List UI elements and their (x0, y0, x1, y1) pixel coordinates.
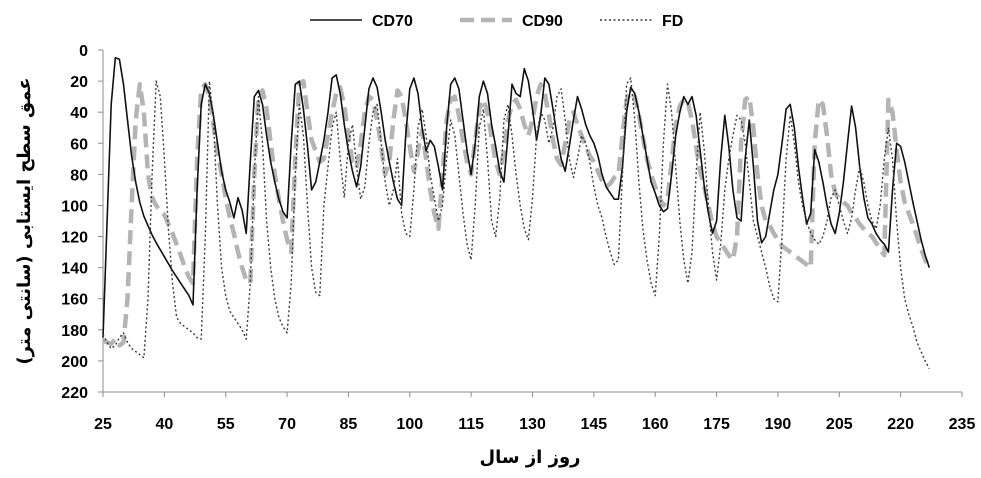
y-tick-label: 180 (61, 323, 88, 340)
x-tick-label: 235 (949, 416, 976, 433)
series-line-cd70 (102, 56, 931, 338)
y-tick-label: 160 (61, 292, 88, 309)
y-tick-label: 100 (61, 198, 88, 215)
x-axis-title: روز از سال (479, 447, 580, 468)
x-tick-label: 145 (581, 416, 608, 433)
y-axis-title: عمق سطح ایستابی (سانتی متر) (14, 77, 35, 364)
y-tick-label: 140 (61, 261, 88, 278)
x-tick-label: 40 (155, 416, 173, 433)
legend: CD70 CD90 FD (310, 13, 683, 30)
axes: 0 20 40 60 80 100 120 140 160 180 200 220 25 40 55 70 85… (61, 43, 975, 433)
y-tick-label: 0 (79, 43, 88, 60)
series-line-cd90 (102, 78, 932, 348)
legend-item-fd: FD (600, 13, 683, 30)
y-tick-label: 60 (70, 136, 88, 153)
legend-item-cd70: CD70 (310, 13, 413, 30)
x-tick-label: 55 (217, 416, 235, 433)
x-tick-label: 220 (887, 416, 914, 433)
x-tick-label: 190 (765, 416, 792, 433)
y-tick-label: 220 (61, 385, 88, 402)
y-tick-label: 40 (70, 105, 88, 122)
x-tick-label: 175 (703, 416, 730, 433)
y-tick-label: 80 (70, 167, 88, 184)
legend-label-cd70: CD70 (372, 13, 413, 30)
x-tick-label: 25 (94, 416, 112, 433)
x-tick-label: 205 (826, 416, 853, 433)
x-tick-label: 115 (458, 416, 484, 433)
y-tick-label: 20 (70, 74, 88, 91)
x-tick-label: 85 (340, 416, 358, 433)
legend-label-cd90: CD90 (522, 13, 563, 30)
legend-item-cd90: CD90 (460, 13, 563, 30)
x-tick-label: 100 (396, 416, 423, 433)
legend-label-fd: FD (662, 13, 683, 30)
x-tick-label: 130 (519, 416, 546, 433)
plot-area (102, 56, 932, 370)
y-tick-label: 200 (61, 354, 88, 371)
series-line-fd (102, 77, 930, 370)
x-tick-label: 70 (278, 416, 296, 433)
y-tick-label: 120 (61, 230, 88, 247)
x-tick-label: 160 (642, 416, 669, 433)
